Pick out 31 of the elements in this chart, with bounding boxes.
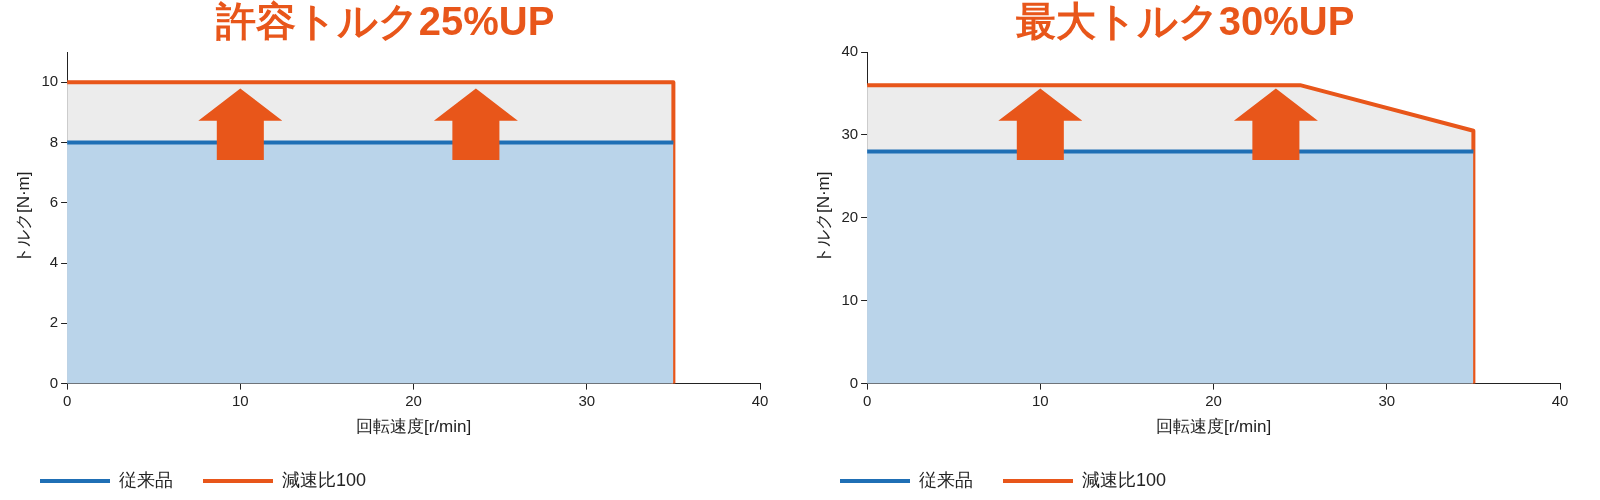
chart-title: 最大トルク30%UP: [1015, 0, 1355, 44]
y-tick-label: 0: [49, 373, 59, 391]
x-axis-title: 回転速度[r/min]: [1155, 417, 1272, 437]
chart-title: 許容トルク25%UP: [214, 0, 555, 44]
y-tick-label: 40: [841, 42, 859, 60]
legend-label: 従来品: [919, 469, 973, 490]
x-tick-label: 30: [578, 391, 596, 409]
y-tick-label: 30: [841, 125, 859, 143]
legend-label: 減速比100: [1082, 469, 1167, 490]
y-tick-label: 20: [841, 207, 859, 225]
x-tick-label: 40: [1551, 391, 1569, 409]
x-tick-label: 0: [862, 391, 872, 409]
x-tick-label: 30: [1378, 391, 1396, 409]
x-tick-label: 40: [751, 391, 769, 409]
x-tick-label: 20: [405, 391, 422, 409]
y-tick-label: 8: [49, 132, 59, 150]
y-axis-title: トルク[N·m]: [813, 171, 833, 265]
x-tick-label: 10: [1031, 391, 1049, 409]
y-tick-label: 10: [841, 290, 859, 308]
y-axis-title: トルク[N·m]: [13, 171, 33, 265]
y-tick-label: 10: [41, 72, 59, 90]
x-tick-label: 0: [62, 391, 72, 409]
y-tick-label: 0: [849, 373, 859, 391]
y-tick-label: 2: [49, 313, 59, 331]
y-tick-label: 6: [49, 192, 59, 210]
legend-label: 減速比100: [282, 469, 367, 490]
y-tick-label: 4: [49, 253, 59, 271]
x-tick-label: 20: [1205, 391, 1222, 409]
x-axis-title: 回転速度[r/min]: [355, 417, 472, 437]
x-tick-label: 10: [231, 391, 249, 409]
legend-label: 従来品: [119, 469, 173, 490]
